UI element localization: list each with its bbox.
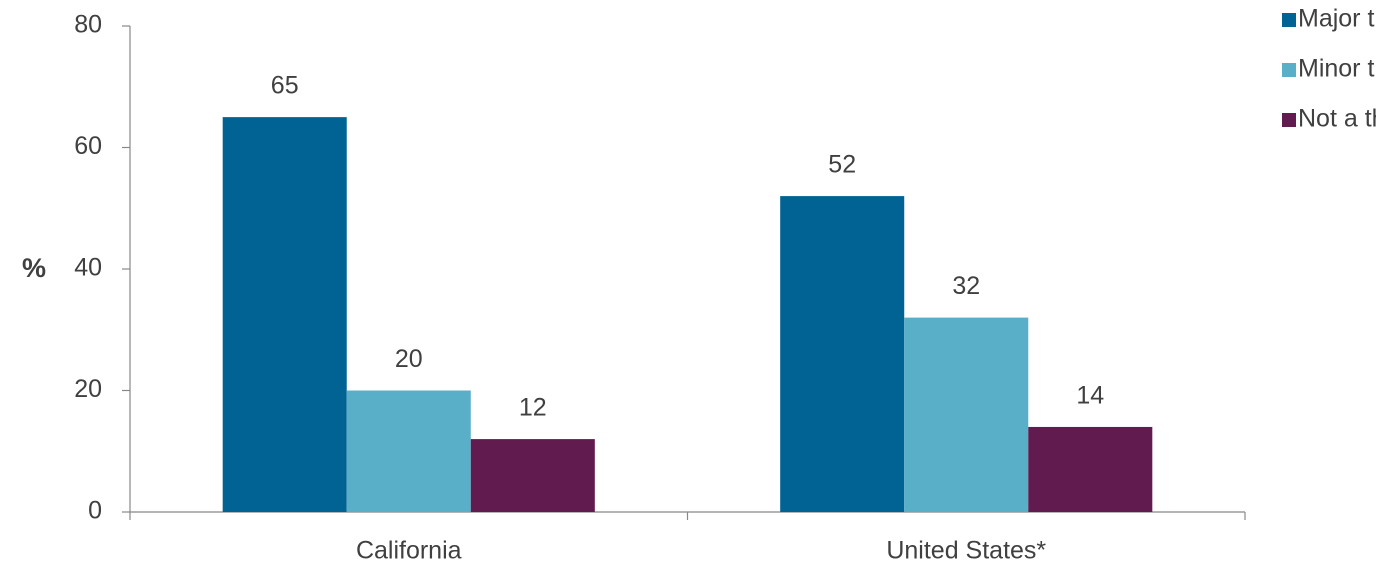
y-tick-label: 60	[74, 132, 102, 160]
x-tick-label: California	[356, 537, 462, 562]
legend-label: Minor threat	[1298, 55, 1376, 83]
legend-swatch	[1282, 63, 1296, 77]
data-label: 52	[828, 151, 856, 179]
legend-label: Major threat	[1298, 5, 1376, 33]
bar	[1028, 426, 1153, 512]
data-label: 32	[952, 272, 980, 300]
bar	[346, 390, 471, 512]
data-label: 12	[519, 394, 547, 422]
bar	[222, 117, 347, 512]
y-axis-label: %	[22, 253, 46, 283]
legend-swatch	[1282, 13, 1296, 27]
data-label: 20	[395, 345, 423, 373]
y-tick-label: 20	[74, 375, 102, 403]
y-tick-label: 80	[74, 11, 102, 39]
data-label: 65	[271, 72, 299, 100]
bar	[780, 196, 905, 512]
y-tick-label: 0	[88, 497, 102, 525]
x-tick-label: United States*	[886, 537, 1046, 562]
bar	[470, 439, 595, 512]
legend-swatch	[1282, 113, 1296, 127]
y-tick-label: 40	[74, 254, 102, 282]
bar	[904, 317, 1029, 512]
data-label: 14	[1076, 382, 1104, 410]
legend-label: Not a threat	[1298, 105, 1376, 133]
